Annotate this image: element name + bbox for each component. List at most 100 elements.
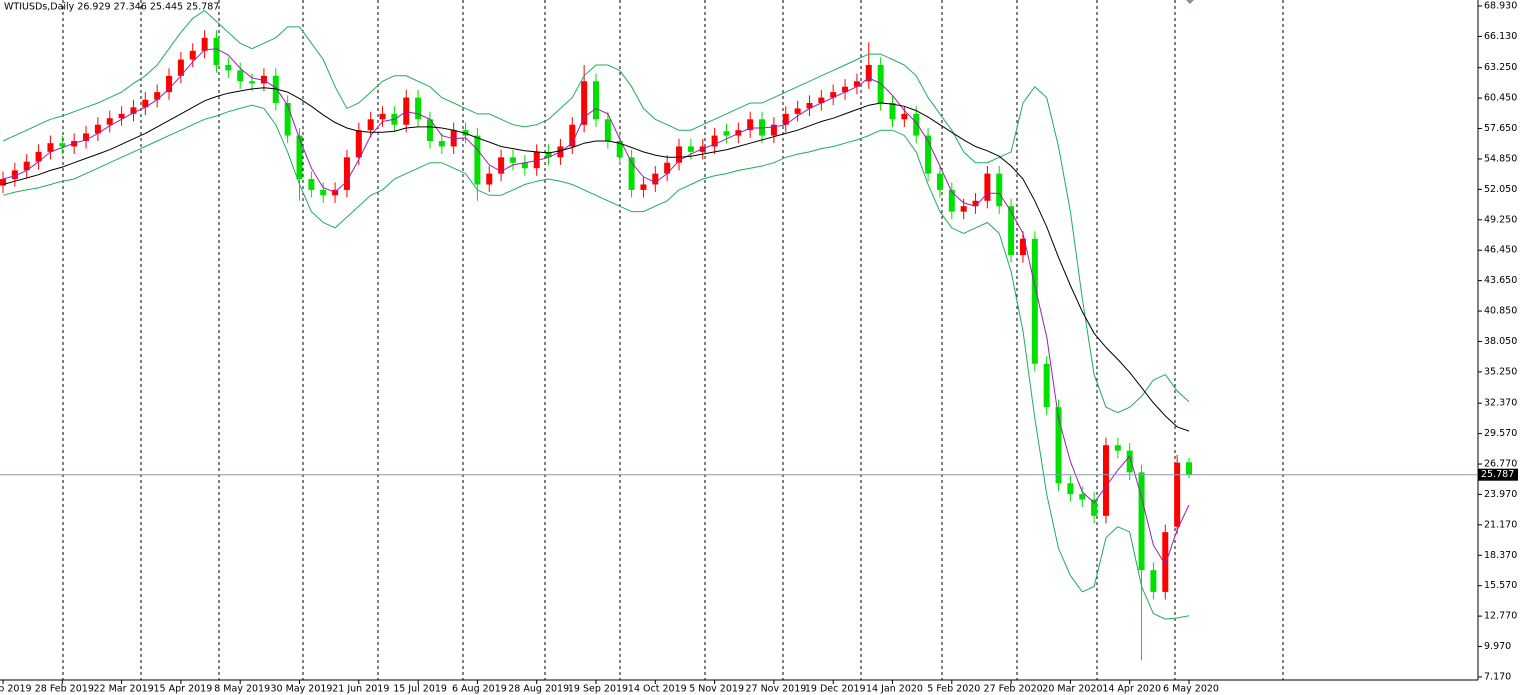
candle-body <box>593 81 599 120</box>
candle-body <box>770 124 777 136</box>
candle-body <box>1043 363 1050 408</box>
candle-body <box>1138 472 1145 571</box>
candle-body <box>818 97 825 103</box>
x-tick-label: 15 Apr 2019 <box>154 684 213 695</box>
y-tick-label: 38.050 <box>1484 336 1517 347</box>
candle-body <box>925 135 932 174</box>
candle-body <box>699 146 706 152</box>
candle-body <box>996 173 1003 207</box>
candle-body <box>0 179 6 186</box>
candle-body <box>628 157 635 190</box>
shift-marker <box>1186 0 1194 4</box>
candle-body <box>142 99 149 108</box>
candle-body <box>249 81 256 84</box>
candle-body <box>676 146 683 163</box>
candle-body <box>1126 450 1133 473</box>
x-tick-label: 28 Feb 2019 <box>35 684 94 695</box>
x-tick-label: 5 Nov 2019 <box>689 684 744 695</box>
candle-body <box>462 130 469 136</box>
candle-body <box>972 200 979 207</box>
x-tick-label: 15 Jul 2019 <box>393 684 447 695</box>
candle-body <box>343 157 350 190</box>
candle-body <box>842 86 849 93</box>
candle-body <box>1079 494 1086 500</box>
candle-body <box>35 151 42 162</box>
candle-body <box>1174 462 1181 527</box>
x-tick-label: 19 Sep 2019 <box>568 684 628 695</box>
candles <box>0 30 1192 661</box>
candle-body <box>581 81 588 125</box>
candle-body <box>533 151 540 169</box>
period-separators <box>62 0 1284 680</box>
candle-body <box>415 97 422 120</box>
candle-body <box>806 102 813 109</box>
candle-body <box>177 59 184 76</box>
candle-body <box>201 37 208 51</box>
candle-body <box>272 75 279 103</box>
candle-body <box>379 113 386 120</box>
x-tick-label: 22 Mar 2019 <box>93 684 153 695</box>
candle-body <box>213 37 220 65</box>
candle-body <box>1019 238 1026 256</box>
x-tick-label: 27 Nov 2019 <box>745 684 806 695</box>
candle-body <box>616 141 623 158</box>
candle-body <box>1102 445 1109 516</box>
candle-body <box>604 119 611 142</box>
y-tick-label: 52.050 <box>1484 184 1517 195</box>
candle-body <box>225 64 232 71</box>
candle-body <box>296 135 303 180</box>
candle-body <box>664 162 671 174</box>
x-tick-label: 5 Feb 2020 <box>927 684 980 695</box>
y-tick-label: 21.170 <box>1484 519 1517 530</box>
y-tick-label: 29.570 <box>1484 428 1517 439</box>
candle-body <box>545 151 552 158</box>
candle-body <box>509 157 516 163</box>
y-tick-label: 46.450 <box>1484 245 1517 256</box>
candle-body <box>320 189 327 196</box>
x-tick-label: 30 May 2019 <box>271 684 333 695</box>
candle-body <box>474 135 481 185</box>
candle-body <box>11 170 18 180</box>
candle-body <box>960 206 967 212</box>
candle-body <box>853 81 860 87</box>
y-tick-label: 54.850 <box>1484 153 1517 164</box>
candle-body <box>759 119 766 136</box>
candle-body <box>403 97 410 125</box>
candle-body <box>47 143 54 152</box>
x-tick-label: 28 Aug 2019 <box>508 684 569 695</box>
candle-body <box>521 162 528 169</box>
y-tick-label: 40.850 <box>1484 306 1517 317</box>
candle-body <box>1031 238 1038 364</box>
candle-body <box>367 119 374 131</box>
candle-body <box>1114 445 1121 451</box>
x-tick-label: 14 Oct 2019 <box>628 684 687 695</box>
candle-body <box>189 50 196 60</box>
candle-body <box>59 143 66 147</box>
candle-body <box>1186 462 1192 475</box>
y-tick-label: 63.250 <box>1484 62 1517 73</box>
candle-body <box>687 146 694 152</box>
candle-body <box>1162 532 1169 592</box>
current-price-label: 25.787 <box>1481 469 1514 480</box>
candle-body <box>130 107 137 114</box>
candle-body <box>747 119 754 131</box>
y-tick-label: 26.770 <box>1484 459 1517 470</box>
candle-body <box>260 75 267 84</box>
candle-body <box>237 70 244 82</box>
candle-body <box>154 92 161 100</box>
candle-body <box>1150 570 1157 592</box>
indicator-line <box>2 48 1190 566</box>
candle-body <box>498 157 505 174</box>
candle-body <box>355 130 362 158</box>
y-tick-label: 32.370 <box>1484 398 1517 409</box>
candle-body <box>94 124 101 134</box>
y-tick-label: 18.370 <box>1484 550 1517 561</box>
candle-body <box>83 133 90 142</box>
indicator-line <box>2 104 1190 620</box>
candle-body <box>640 184 647 190</box>
candle-body <box>118 113 125 119</box>
y-tick-label: 43.650 <box>1484 275 1517 286</box>
candle-body <box>486 173 493 185</box>
